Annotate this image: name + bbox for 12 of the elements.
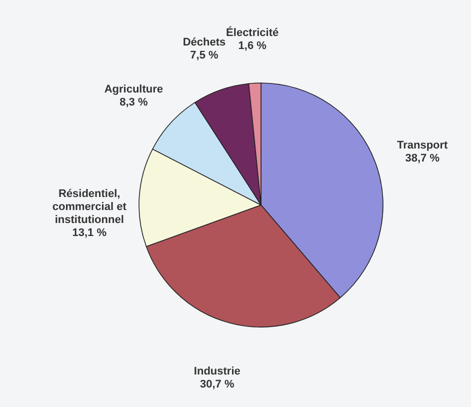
data-label: 7,5 % xyxy=(190,50,218,62)
data-label: 38,7 % xyxy=(405,152,440,164)
slice-label: Résidentiel, commercial et institutionnel xyxy=(52,188,127,226)
slice-label: Agriculture xyxy=(104,83,164,96)
data-label: 8,3 % xyxy=(120,96,148,108)
data-label: 30,7 % xyxy=(200,378,234,390)
data-label: 1,6 % xyxy=(238,40,267,52)
slice-label: Industrie xyxy=(194,365,240,378)
slice-label: Transport xyxy=(396,139,448,152)
slice-label: Électricité xyxy=(226,26,279,40)
data-label: 13,1 % xyxy=(72,226,107,239)
slice-label: Déchets xyxy=(182,36,226,49)
